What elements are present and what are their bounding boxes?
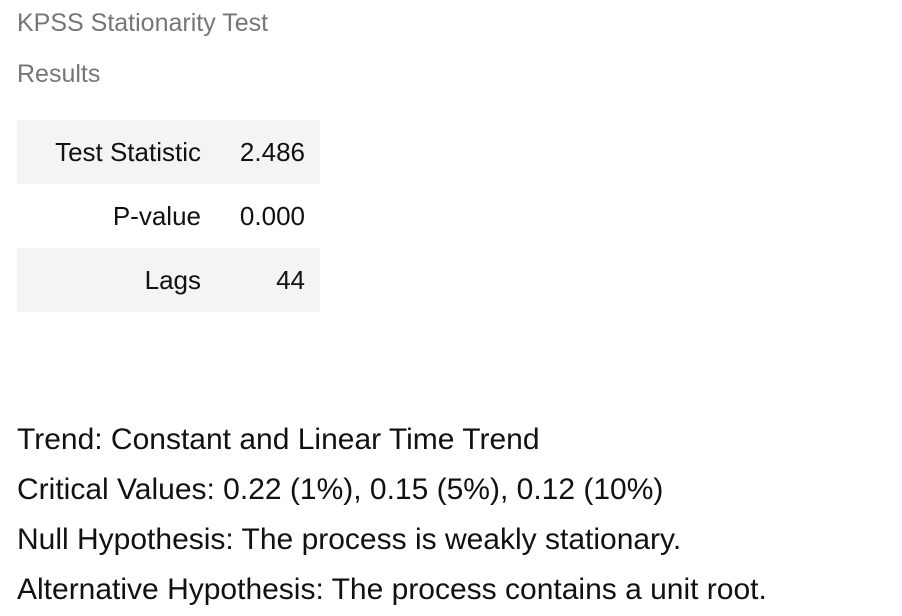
row-value-p-value: 0.000 [239, 200, 305, 231]
row-label-test-statistic: Test Statistic [17, 120, 215, 184]
table-row: P-value 0.000 [17, 184, 320, 248]
trend-note: Trend: Constant and Linear Time Trend [17, 423, 540, 456]
table-caption-subtitle: Results [17, 60, 101, 88]
row-value-lags: 44 [215, 248, 320, 312]
table-caption-title: KPSS Stationarity Test [17, 9, 269, 37]
table-row: Lags 44 [17, 248, 320, 312]
critical-values-note: Critical Values: 0.22 (1%), 0.15 (5%), 0… [17, 473, 664, 506]
row-label-lags: Lags [17, 248, 215, 312]
null-hypothesis-note: Null Hypothesis: The process is weakly s… [17, 523, 682, 556]
table-row: Test Statistic 2.486 [17, 120, 320, 184]
alternative-hypothesis-note: Alternative Hypothesis: The process cont… [17, 573, 767, 606]
results-table: Test Statistic 2.486 P-value 0.000 Lags … [17, 120, 320, 312]
test-notes: Trend: Constant and Linear Time Trend Cr… [17, 415, 767, 615]
row-label-p-value: P-value [112, 200, 201, 231]
row-value-test-statistic: 2.486 [215, 120, 320, 184]
